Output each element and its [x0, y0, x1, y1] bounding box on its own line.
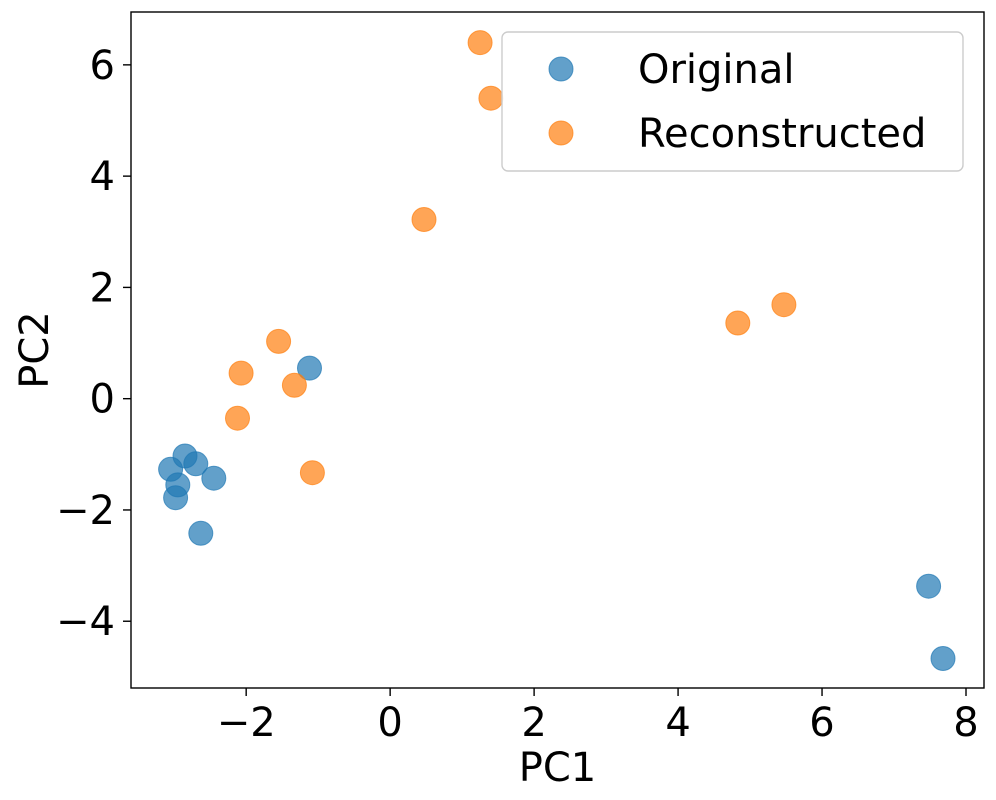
- point-reconstructed-9: [771, 292, 797, 318]
- ticks-layer: −2 0 2 4 6 8 −4 −2 0 2 4 6: [56, 43, 979, 746]
- point-original-4: [183, 451, 209, 477]
- y-tick-label: −2: [56, 488, 115, 534]
- y-tick-label: −4: [56, 599, 115, 645]
- legend-box: [501, 31, 964, 172]
- x-tick-label: −2: [217, 700, 276, 746]
- point-original-9: [930, 646, 956, 671]
- legend-label-original: Original: [638, 47, 795, 93]
- point-reconstructed-0: [225, 405, 250, 431]
- x-axis-title: PC1: [519, 745, 597, 791]
- point-original-8: [916, 573, 942, 599]
- point-reconstructed-3: [281, 372, 307, 398]
- legend-label-reconstructed: Reconstructed: [638, 111, 926, 157]
- point-reconstructed-4: [299, 460, 325, 486]
- point-reconstructed-2: [266, 328, 292, 354]
- point-original-5: [201, 465, 227, 491]
- point-reconstructed-7: [478, 85, 504, 111]
- x-tick-label: 6: [809, 700, 834, 746]
- point-original-7: [297, 355, 322, 381]
- x-tick-label: 2: [521, 700, 546, 746]
- legend: Original Reconstructed: [501, 31, 964, 172]
- points-layer: [158, 30, 956, 671]
- point-reconstructed-6: [467, 30, 493, 56]
- legend-marker-original: [548, 56, 574, 82]
- x-tick-label: 0: [377, 700, 402, 746]
- point-reconstructed-1: [228, 360, 254, 386]
- y-axis-title: PC2: [12, 311, 58, 389]
- y-tick-label: 0: [90, 377, 115, 423]
- point-original-6: [188, 520, 214, 546]
- x-tick-label: 8: [953, 700, 978, 746]
- y-tick-label: 6: [90, 43, 115, 89]
- legend-marker-reconstructed: [548, 120, 574, 146]
- y-tick-label: 4: [90, 154, 115, 200]
- point-reconstructed-5: [411, 207, 437, 232]
- point-original-2: [165, 472, 191, 498]
- point-reconstructed-8: [725, 310, 751, 336]
- x-tick-label: 4: [665, 700, 690, 746]
- plot-frame: [130, 11, 985, 689]
- y-tick-label: 2: [90, 265, 115, 311]
